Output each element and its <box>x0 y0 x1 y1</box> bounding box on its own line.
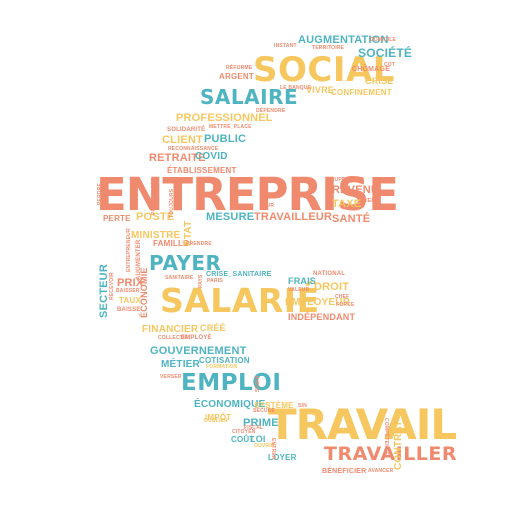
word-salarie: SALARIÉ <box>160 281 320 320</box>
word-beneficier: BÉNÉFICIER <box>322 468 367 475</box>
word-supprimer: SUPPRIMER <box>331 177 363 183</box>
word-independant: INDÉPENDANT <box>288 312 356 322</box>
word-taxe: TAXE <box>332 198 362 210</box>
word-valeur: VALEUR <box>288 287 310 293</box>
word-gouvernement: GOUVERNEMENT <box>150 345 247 357</box>
word-cot: COT <box>384 62 396 68</box>
word-travailleur: TRAVAILLEUR <box>254 211 333 223</box>
word-prendre: PRENDRE <box>186 241 212 247</box>
word-travailler: TRAVAILLER <box>324 443 458 465</box>
word-droit: DROIT <box>314 281 350 293</box>
word-reforme: RÉFORME <box>226 65 253 71</box>
word-covid: COVID <box>195 151 228 162</box>
word-cout: COÛT <box>231 435 255 444</box>
word-entrepreneur: ENTREPRENEUR <box>126 228 132 272</box>
word-prime: PRIME <box>243 417 279 429</box>
word-collectif: COLLECTIF <box>158 335 188 341</box>
word-etablissement: ÉTABLISSEMENT <box>167 166 237 175</box>
word-territoire: TERRITOIRE <box>312 45 345 51</box>
word-payer: PAYER <box>149 251 222 275</box>
word-loyer: LOYER <box>268 453 297 462</box>
word-employe: EMPLOYÉ <box>181 335 212 341</box>
word-augmentation: AUGMENTATION <box>298 34 389 46</box>
word-impot: IMPÔT <box>205 413 232 422</box>
word-chef: CHEF <box>335 294 350 300</box>
word-vivre: VIVRE <box>306 85 335 95</box>
word-paris: PARIS <box>207 278 223 284</box>
word-formation: FORMATION <box>206 364 238 370</box>
word-national: NATIONAL <box>313 271 346 277</box>
word-contrat: CONTRAT <box>393 420 404 470</box>
word-social: SOCIAL <box>253 50 395 90</box>
word-crise: CRISE <box>365 76 394 86</box>
word-loi: LOI <box>250 434 266 444</box>
word-public: PUBLIC <box>204 133 247 145</box>
word-financier: FINANCIER <box>142 324 199 335</box>
word-recevoir: RECEVOIR <box>109 272 115 300</box>
word-cree: CRÉÉ <box>200 323 226 333</box>
word-entrer: ENTRER <box>270 438 276 460</box>
word-argent: ARGENT <box>219 72 254 81</box>
word-salaire: SALAIRE <box>200 85 299 109</box>
word-fiscal: FISCAL <box>244 425 264 431</box>
word-force: FORCE <box>336 302 355 308</box>
word-poste: POSTE <box>136 211 175 223</box>
word-competence: COMPÉTENCE <box>383 418 389 456</box>
word-ouvrir: OUVRIR <box>254 443 275 449</box>
word-avancer: AVANCER <box>368 468 394 474</box>
word-augmenter: AUGMENTER <box>136 239 142 280</box>
word-eur: EUR <box>263 203 275 209</box>
word-baisser: BAISSER <box>116 288 140 294</box>
word-perte: PERTE <box>103 214 131 223</box>
word-perdre: PERDRE <box>97 182 103 205</box>
word-taux: TAUX <box>119 296 141 305</box>
word-confinement: CONFINEMENT <box>331 88 392 97</box>
word-sin: SIN <box>298 403 307 409</box>
word-lien: LIEN <box>363 198 376 204</box>
word-solidarite: SOLIDARITÉ <box>167 127 206 133</box>
word-sante: SANTÉ <box>332 213 371 225</box>
word-instant: INSTANT <box>274 43 297 49</box>
word-famille: FAMILLE <box>153 239 189 248</box>
word-sanitaire: SANITAIRE <box>165 275 194 281</box>
word-mettre-place: METTRE_PLACE <box>209 124 252 130</box>
word-retraite: RETRAITE <box>149 152 206 164</box>
word-baisse: BAISSE <box>117 307 141 313</box>
word-employeur: EMPLOYEUR <box>285 297 351 308</box>
word-ministre: MINISTRE <box>131 230 181 241</box>
word-systeme: SYSTÈME <box>254 401 294 410</box>
word-subir: SUBIR <box>255 375 261 392</box>
word-prix: PRIX <box>117 277 144 289</box>
word-economique: ÉCONOMIQUE <box>194 399 266 410</box>
word-client: CLIENT <box>162 134 203 146</box>
word-professionnel: PROFESSIONNEL <box>176 112 273 124</box>
word-reconnaissance: RECONNAISSANCE <box>168 146 219 152</box>
word-verser: VERSER <box>160 374 182 380</box>
word-emploi: EMPLOI <box>181 370 282 396</box>
word-dependre: DÉPENDRE <box>256 108 286 114</box>
word-crise-sanitaire: CRISE_SANITAIRE <box>206 271 272 278</box>
word-citoyen: CITOYEN <box>232 429 256 435</box>
word-revenu: REVENU <box>332 184 380 196</box>
word-entreprise: ENTREPRISE <box>96 168 399 221</box>
word-pays: PAYS <box>198 274 204 288</box>
word-progresser: PROGRESSER <box>151 177 157 215</box>
word-travail: TRAVAIL <box>268 400 457 449</box>
word-secure: SÉCURE <box>253 408 276 414</box>
word-metier: MÉTIER <box>161 359 200 370</box>
word-cotisation: COTISATION <box>199 356 250 365</box>
word-mesure: MESURE <box>206 211 255 223</box>
word-oublier: OUBLIER <box>204 418 228 424</box>
word-chomage: CHÔMAGE <box>352 66 390 73</box>
word-societe: SOCIÉTÉ <box>358 46 413 60</box>
word-frais: FRAIS <box>288 276 316 286</box>
word-domicile: DOMICILE <box>370 37 397 43</box>
word-le-banque: LE BANQUE <box>280 85 312 91</box>
word-toujours: TOUJOURS <box>169 188 175 218</box>
